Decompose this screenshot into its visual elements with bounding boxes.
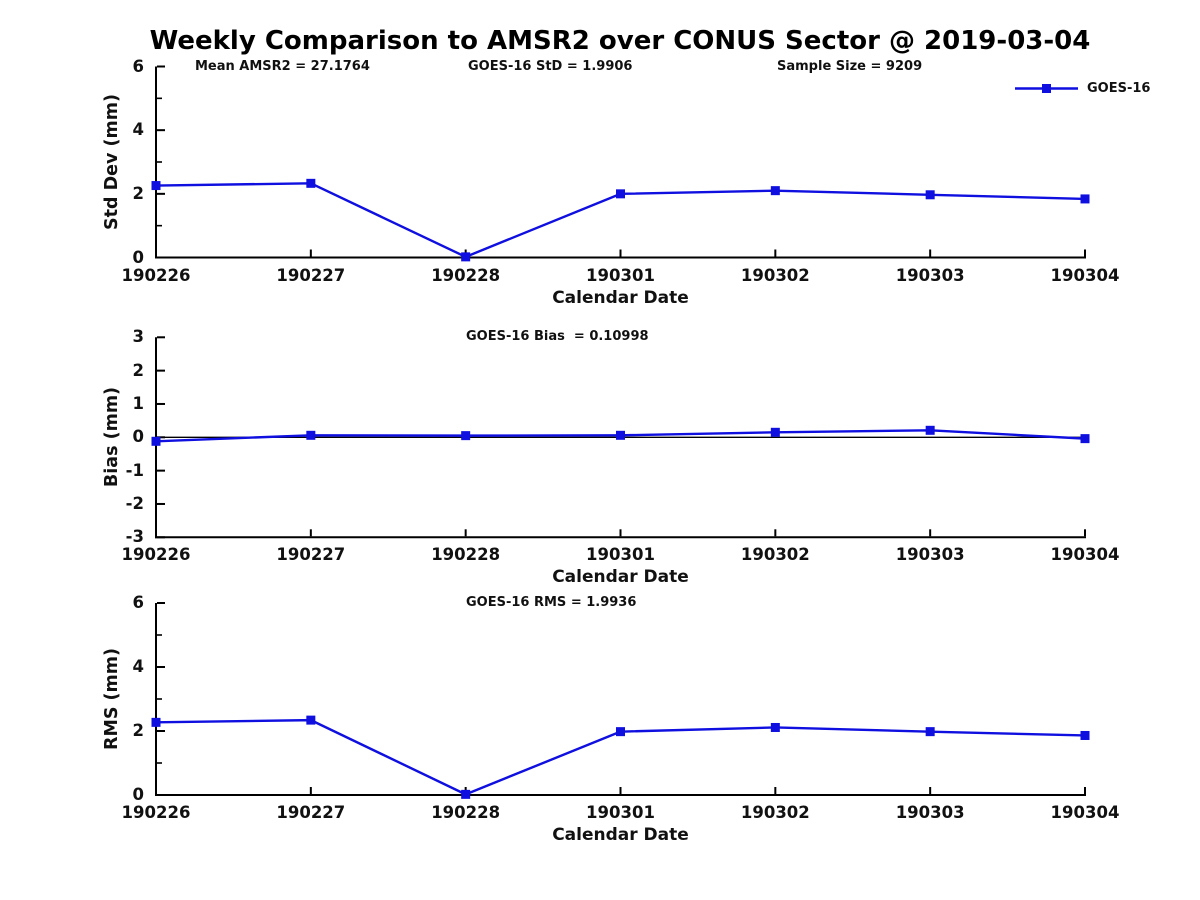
std-dev-x-tick-label: 190303 — [895, 265, 965, 285]
std-dev-x-axis-title: Calendar Date — [552, 287, 689, 308]
rms-x-tick-label: 190303 — [895, 803, 965, 822]
std-dev-x-tick-label: 190228 — [431, 265, 501, 285]
std-dev-x-tick-label: 190227 — [276, 265, 346, 285]
std-dev-data-point-marker — [925, 190, 935, 200]
bias-y-tick-label: 3 — [132, 327, 144, 347]
chart-title: Weekly Comparison to AMSR2 over CONUS Se… — [149, 26, 1091, 56]
rms-data-point-marker — [151, 717, 161, 727]
bias-x-tick-label: 190304 — [1050, 545, 1120, 565]
bias-x-tick-label: 190301 — [586, 545, 655, 565]
bias-x-tick-label: 190226 — [121, 545, 191, 565]
rms-x-tick-label: 190304 — [1050, 803, 1120, 822]
std-dev-y-tick-label: 2 — [132, 183, 144, 203]
bias-x-tick-label: 190228 — [431, 545, 501, 565]
std-dev-annotation: Mean AMSR2 = 27.1764 — [195, 58, 370, 74]
std-dev-annotation: GOES-16 StD = 1.9906 — [468, 58, 633, 74]
bias-x-tick-label: 190227 — [276, 545, 346, 565]
rms-data-point-marker — [1080, 730, 1090, 740]
rms-y-axis-title: RMS (mm) — [102, 647, 122, 751]
std-dev-annotation: Sample Size = 9209 — [777, 58, 923, 74]
bias-y-tick-label: -2 — [125, 493, 144, 513]
bias-annotation: GOES-16 Bias = 0.10998 — [466, 329, 649, 345]
rms-x-tick-label: 190228 — [431, 803, 501, 822]
rms-y-tick-label: 4 — [132, 657, 144, 676]
bias-y-tick-label: -1 — [125, 460, 144, 480]
bias-y-tick-label: 1 — [132, 393, 144, 413]
bias-data-point-marker — [770, 427, 780, 437]
rms-data-point-marker — [616, 727, 625, 737]
bias-y-tick-label: -3 — [125, 527, 144, 547]
bias-x-tick-label: 190303 — [895, 545, 965, 565]
rms-y-tick-label: 2 — [132, 721, 144, 740]
bias-data-point-marker — [1080, 434, 1090, 444]
std-dev-x-tick-label: 190302 — [740, 265, 810, 285]
std-dev-x-tick-label: 190226 — [121, 265, 191, 285]
bias-data-point-marker — [306, 430, 316, 440]
std-dev-y-tick-label: 6 — [132, 56, 144, 76]
bias-y-tick-label: 0 — [132, 427, 144, 447]
rms-x-axis-title: Calendar Date — [552, 825, 689, 845]
rms-annotation: GOES-16 RMS = 1.9936 — [466, 595, 637, 610]
rms-data-point-marker — [306, 715, 316, 725]
bias-x-axis-title: Calendar Date — [552, 567, 689, 588]
bias-x-tick-label: 190302 — [740, 545, 810, 565]
std-dev-data-point-marker — [770, 186, 780, 196]
rms-data-point-marker — [461, 789, 471, 799]
std-dev-data-point-marker — [151, 181, 161, 191]
legend-label: GOES-16 — [1087, 80, 1151, 96]
bias-data-point-marker — [151, 436, 161, 446]
bias-data-point-marker — [925, 425, 935, 435]
std-dev-y-tick-label: 0 — [132, 247, 144, 267]
std-dev-data-point-marker — [306, 178, 316, 188]
rms-y-tick-label: 0 — [132, 785, 144, 804]
std-dev-x-tick-label: 190304 — [1050, 265, 1120, 285]
rms-x-tick-label: 190226 — [121, 803, 191, 822]
std-dev-y-tick-label: 4 — [132, 120, 144, 140]
bias-y-axis-title: Bias (mm) — [102, 387, 122, 488]
std-dev-x-tick-label: 190301 — [586, 265, 655, 285]
rms-x-tick-label: 190302 — [740, 803, 810, 822]
std-dev-data-point-marker — [461, 252, 471, 262]
bias-y-tick-label: 2 — [132, 360, 144, 380]
bias-data-point-marker — [616, 430, 625, 440]
rms-data-point-marker — [925, 727, 935, 737]
rms-x-tick-label: 190227 — [276, 803, 346, 822]
std-dev-data-point-marker — [1080, 194, 1090, 204]
std-dev-y-axis-title: Std Dev (mm) — [102, 94, 122, 230]
std-dev-data-point-marker — [616, 189, 625, 199]
rms-data-point-marker — [770, 722, 780, 732]
legend-marker-square — [1042, 84, 1051, 93]
rms-y-tick-label: 6 — [132, 593, 144, 612]
bias-data-point-marker — [461, 431, 471, 441]
rms-x-tick-label: 190301 — [586, 803, 655, 822]
